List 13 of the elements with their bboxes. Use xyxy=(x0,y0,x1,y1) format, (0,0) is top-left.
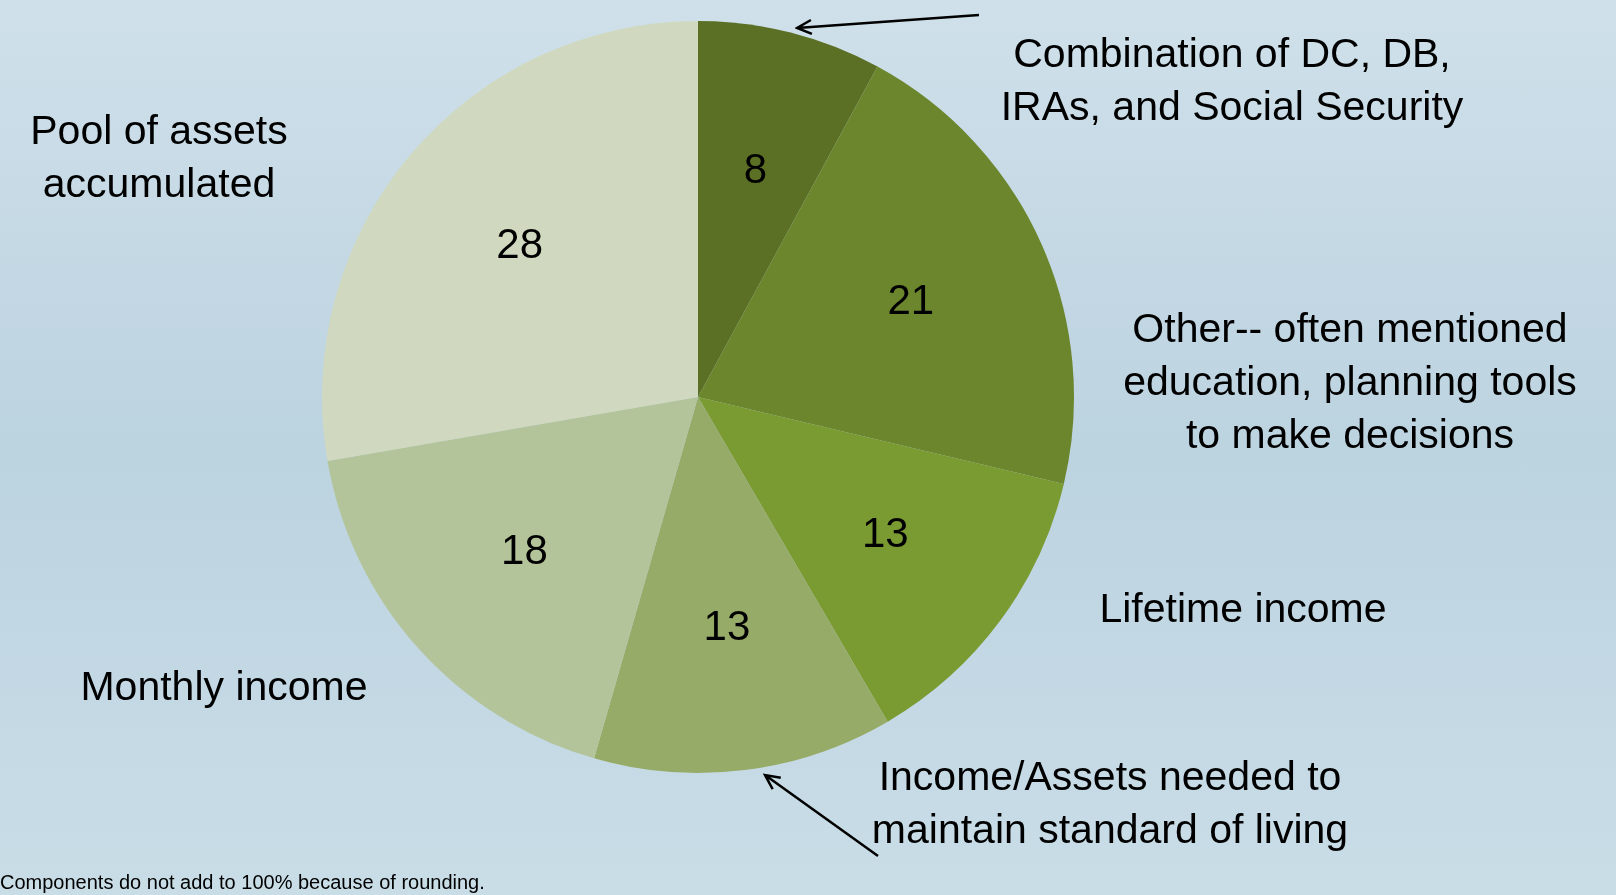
data-label: 28 xyxy=(496,220,544,268)
data-label: 13 xyxy=(703,601,751,649)
slice-label: Other-- often mentioned education, planning tools to make decisions xyxy=(1123,304,1577,457)
slice-label: Lifetime income xyxy=(1099,584,1387,631)
data-label: 18 xyxy=(501,526,548,574)
data-label: 8 xyxy=(743,144,768,192)
data-label: 21 xyxy=(887,275,935,323)
slice-label: Monthly income xyxy=(80,662,368,709)
data-label: 13 xyxy=(861,509,909,557)
slice-label: Combination of DC, DB, IRAs, and Social Security xyxy=(1000,29,1464,129)
slice-label: Pool of assets accumulated xyxy=(30,106,288,206)
text: Components do not add to 100% because of rounding. xyxy=(0,870,485,893)
slice-label: Income/Assets needed to maintain standard of living xyxy=(871,752,1349,852)
